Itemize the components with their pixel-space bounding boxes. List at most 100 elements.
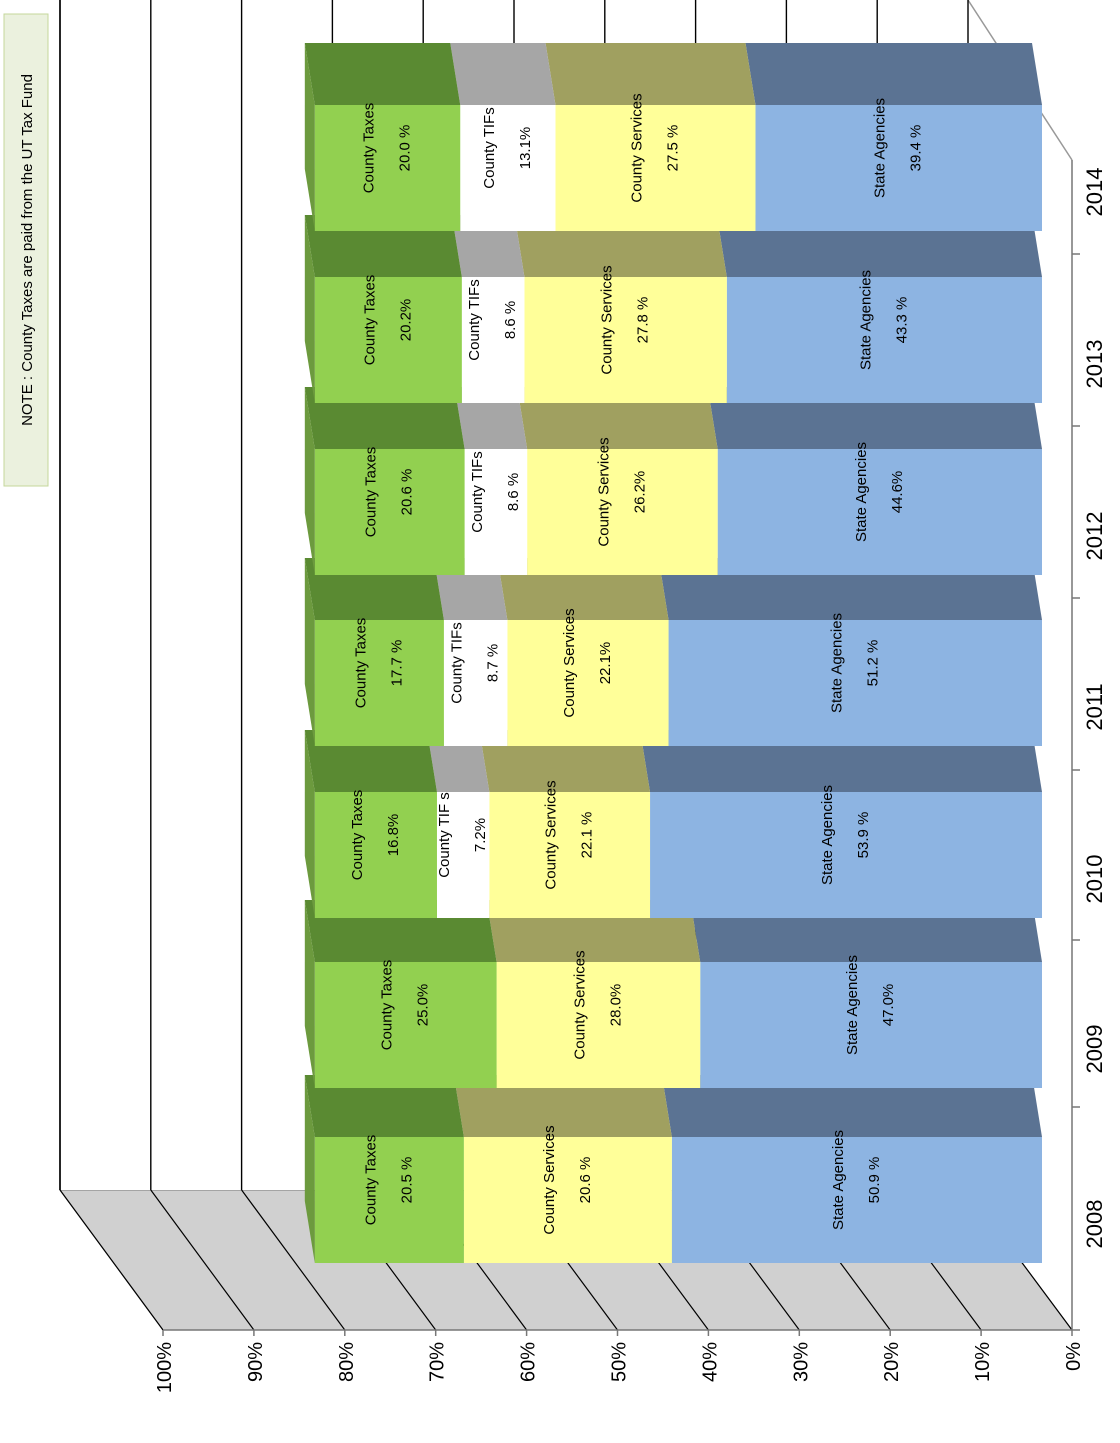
bar-value-label: 8.7 %	[485, 644, 502, 682]
bar-segment	[314, 1137, 464, 1263]
bar-side-face	[304, 387, 315, 575]
bar-segment	[671, 1137, 1042, 1263]
value-axis-label: 100%	[154, 1342, 176, 1393]
category-label: 2010	[1082, 855, 1107, 904]
bar-series-label: County Taxes	[361, 103, 378, 194]
bar-series-label: County TIF s	[436, 792, 453, 878]
bar-value-label: 25.0%	[415, 984, 432, 1027]
bar-value-label: 26.2%	[631, 471, 648, 514]
category-label: 2008	[1082, 1200, 1107, 1249]
bar-value-label: 50.9 %	[866, 1157, 883, 1204]
bar-value-label: 51.2 %	[864, 640, 881, 687]
bar-series-label: County Services	[543, 780, 560, 889]
category-label: 2014	[1082, 168, 1107, 217]
bar-series-label: County Taxes	[362, 1135, 379, 1226]
bar-value-label: 8.6 %	[502, 301, 519, 339]
bar-segment	[650, 792, 1042, 918]
bar-side-face	[304, 558, 315, 746]
bar-series-label: County Services	[628, 93, 645, 202]
bar-value-label: 27.5 %	[664, 125, 681, 172]
bar-value-label: 20.6 %	[577, 1157, 594, 1204]
bar-segment	[463, 1137, 672, 1263]
value-axis-label: 20%	[881, 1342, 903, 1382]
bar-segment	[700, 962, 1042, 1088]
bar-segment	[496, 962, 701, 1088]
bar-value-label: 47.0%	[880, 984, 897, 1027]
bar-side-face	[304, 43, 315, 231]
bar-value-label: 53.9 %	[855, 812, 872, 859]
bar-series-label: County Services	[571, 950, 588, 1059]
bar-series-label: State Agencies	[872, 98, 889, 198]
bar-side-face	[304, 730, 315, 918]
bar-segment	[443, 620, 508, 746]
bar-series-label: State Agencies	[819, 785, 836, 885]
bar-value-label: 28.0%	[607, 984, 624, 1027]
value-axis-label: 40%	[699, 1342, 721, 1382]
bar-series-label: State Agencies	[844, 955, 861, 1055]
bar-value-label: 43.3 %	[893, 297, 910, 344]
bar-value-label: 20.5 %	[398, 1157, 415, 1204]
bar-segment	[489, 792, 651, 918]
chart-note: NOTE : County Taxes are paid from the UT…	[19, 74, 36, 426]
bar-value-label: 17.7 %	[388, 640, 405, 687]
bar-series-label: State Agencies	[828, 613, 845, 713]
value-axis-label: 50%	[609, 1342, 631, 1382]
bar-series-label: County TIFs	[449, 622, 466, 703]
value-axis-label: 80%	[336, 1342, 358, 1382]
value-axis-label: 10%	[972, 1342, 994, 1382]
bar-series-label: County Services	[599, 265, 616, 374]
value-axis-label: 90%	[245, 1342, 267, 1382]
bar-value-label: 8.6 %	[505, 473, 522, 511]
value-axis-label: 0%	[1063, 1342, 1085, 1371]
floor-gridline	[241, 1189, 346, 1331]
bar-series-label: County TIFs	[481, 107, 498, 188]
bar-side-face	[304, 1075, 315, 1263]
category-label: 2012	[1082, 512, 1107, 561]
bar-value-label: 16.8%	[385, 814, 402, 857]
bar-value-label: 27.8 %	[635, 297, 652, 344]
floor-gridline	[59, 1189, 164, 1331]
bar-value-label: 20.0 %	[397, 125, 414, 172]
bar-segment	[668, 620, 1042, 746]
bar-segment	[524, 277, 727, 403]
bar-value-label: 22.1%	[597, 642, 614, 685]
bar-value-label: 44.6%	[889, 471, 906, 514]
bar-segment	[314, 962, 497, 1088]
bar-segment	[314, 277, 462, 403]
bar-top-face	[453, 1075, 672, 1137]
bar-series-label: County Taxes	[379, 960, 396, 1051]
bar-top-face	[450, 43, 556, 105]
bar-series-label: State Agencies	[853, 442, 870, 542]
bar-top-face	[304, 43, 461, 105]
bar-segment	[314, 449, 465, 575]
bar-series-label: County Taxes	[361, 275, 378, 366]
bar-series-label: County Taxes	[349, 790, 366, 881]
bar-series-label: County TIFs	[466, 279, 483, 360]
bar-top-face	[745, 43, 1042, 105]
bar-value-label: 20.6 %	[399, 469, 416, 516]
bar-segment	[507, 620, 669, 746]
value-axis-label: 70%	[427, 1342, 449, 1382]
chart-axes: 0% 10% 20% 30% 40% 50% 60% 70% 80% 90% 100% 2008 200…	[154, 160, 1107, 1393]
floor-gridline	[150, 1189, 255, 1331]
bar-segment	[755, 105, 1042, 231]
value-axis-label: 60%	[518, 1342, 540, 1382]
bar-segment	[460, 105, 556, 231]
bar-side-face	[304, 215, 315, 403]
bar-top-face	[661, 1075, 1042, 1137]
bar-series-label: County Taxes	[352, 618, 369, 709]
chart-note-box: NOTE : County Taxes are paid from the UT…	[3, 13, 49, 487]
bar-value-label: 7.2%	[472, 818, 489, 852]
bar-segment	[717, 449, 1042, 575]
bar-series-label: County Taxes	[363, 447, 380, 538]
bar-value-label: 22.1 %	[579, 812, 596, 859]
value-axis-label: 30%	[790, 1342, 812, 1382]
bar-series-label: County Services	[595, 437, 612, 546]
chart-bars: State Agencies 50.9 % County Services 20.6 …	[304, 43, 1042, 1263]
category-label: 2009	[1082, 1025, 1107, 1074]
category-label: 2013	[1082, 340, 1107, 389]
bar-segment	[314, 792, 437, 918]
bar-segment	[314, 620, 444, 746]
bar-series-label: County Services	[541, 1125, 558, 1234]
